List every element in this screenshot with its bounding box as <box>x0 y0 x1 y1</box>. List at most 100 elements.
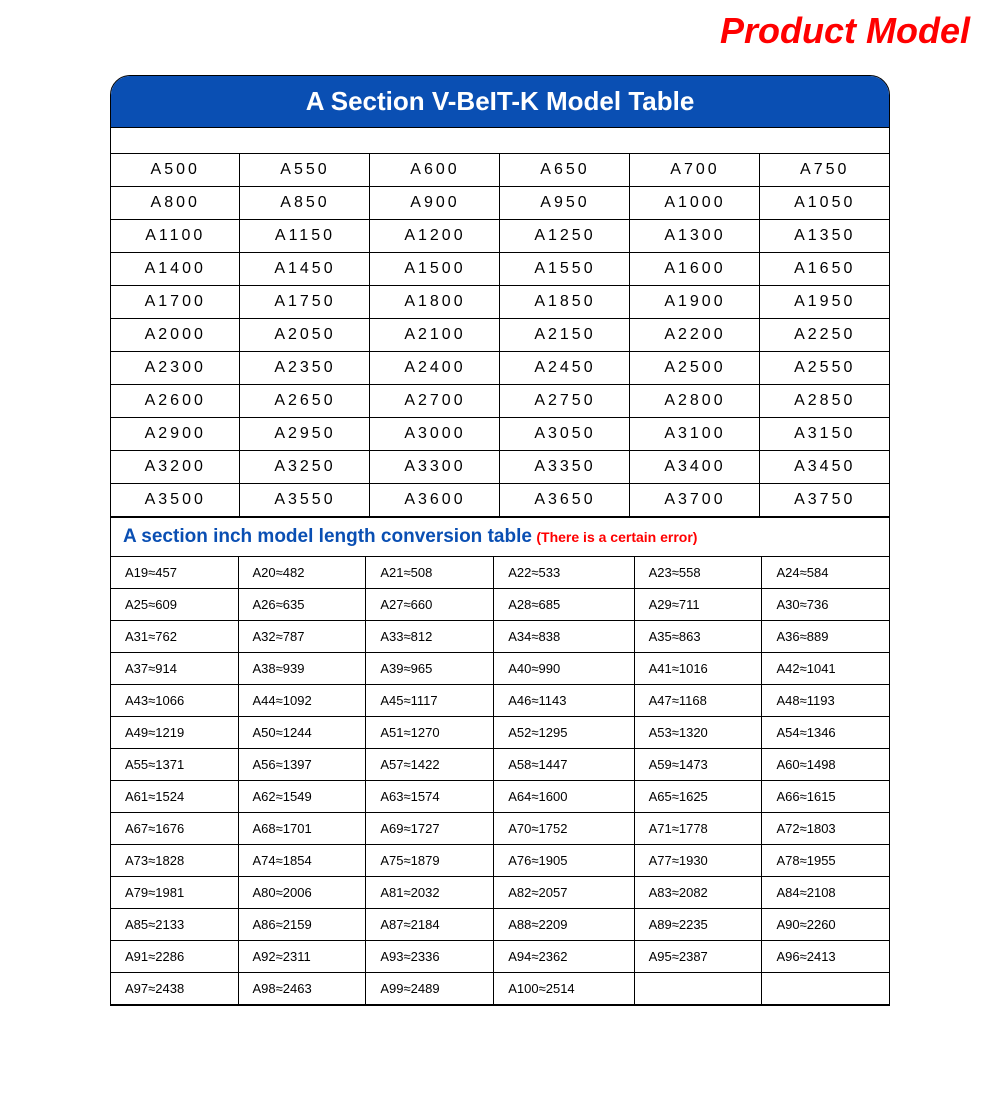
conversion-cell: A70≈1752 <box>494 813 634 845</box>
conversion-cell: A68≈1701 <box>238 813 366 845</box>
model-cell: A3750 <box>760 484 889 517</box>
model-cell: A1100 <box>111 220 240 253</box>
table-row: A800A850A900A950A1000A1050 <box>111 187 889 220</box>
sub-header-note: (There is a certain error) <box>536 529 697 545</box>
conversion-cell: A60≈1498 <box>762 749 889 781</box>
model-cell: A550 <box>240 154 370 187</box>
table-container: A Section V-BeIT-K Model Table A500A550A… <box>110 75 890 1006</box>
model-cell: A750 <box>760 154 889 187</box>
conversion-cell: A30≈736 <box>762 589 889 621</box>
conversion-cell: A54≈1346 <box>762 717 889 749</box>
conversion-cell: A97≈2438 <box>111 973 238 1005</box>
model-cell: A3350 <box>500 451 630 484</box>
conversion-cell: A49≈1219 <box>111 717 238 749</box>
model-cell: A3450 <box>760 451 889 484</box>
conversion-cell: A62≈1549 <box>238 781 366 813</box>
conversion-cell: A44≈1092 <box>238 685 366 717</box>
model-cell: A2650 <box>240 385 370 418</box>
model-cell: A3300 <box>370 451 500 484</box>
model-cell: A2200 <box>630 319 760 352</box>
conversion-cell: A75≈1879 <box>366 845 494 877</box>
model-cell: A2700 <box>370 385 500 418</box>
conversion-cell: A47≈1168 <box>634 685 762 717</box>
model-cell: A2550 <box>760 352 889 385</box>
model-cell: A2500 <box>630 352 760 385</box>
table-row: A2300A2350A2400A2450A2500A2550 <box>111 352 889 385</box>
conversion-cell: A31≈762 <box>111 621 238 653</box>
conversion-cell: A27≈660 <box>366 589 494 621</box>
model-cell: A1150 <box>240 220 370 253</box>
conversion-cell: A45≈1117 <box>366 685 494 717</box>
model-cell: A850 <box>240 187 370 220</box>
sub-header-main: A section inch model length conversion t… <box>123 526 532 547</box>
model-cell: A700 <box>630 154 760 187</box>
conversion-cell: A26≈635 <box>238 589 366 621</box>
conversion-cell: A41≈1016 <box>634 653 762 685</box>
model-cell: A3050 <box>500 418 630 451</box>
conversion-cell <box>762 973 889 1005</box>
conversion-cell: A52≈1295 <box>494 717 634 749</box>
table-row: A97≈2438A98≈2463A99≈2489A100≈2514 <box>111 973 889 1005</box>
conversion-cell: A90≈2260 <box>762 909 889 941</box>
conversion-cell: A85≈2133 <box>111 909 238 941</box>
model-cell: A3650 <box>500 484 630 517</box>
model-cell: A1500 <box>370 253 500 286</box>
table-row: A49≈1219A50≈1244A51≈1270A52≈1295A53≈1320… <box>111 717 889 749</box>
model-cell: A2800 <box>630 385 760 418</box>
model-cell: A1800 <box>370 286 500 319</box>
conversion-cell: A69≈1727 <box>366 813 494 845</box>
table-row: A25≈609A26≈635A27≈660A28≈685A29≈711A30≈7… <box>111 589 889 621</box>
model-cell: A2250 <box>760 319 889 352</box>
conversion-cell: A86≈2159 <box>238 909 366 941</box>
conversion-cell: A95≈2387 <box>634 941 762 973</box>
conversion-sub-header: A section inch model length conversion t… <box>111 517 889 557</box>
model-cell: A2950 <box>240 418 370 451</box>
model-cell: A1300 <box>630 220 760 253</box>
model-cell: A2150 <box>500 319 630 352</box>
conversion-cell: A87≈2184 <box>366 909 494 941</box>
table-row: A3200A3250A3300A3350A3400A3450 <box>111 451 889 484</box>
conversion-cell: A94≈2362 <box>494 941 634 973</box>
conversion-cell: A24≈584 <box>762 557 889 589</box>
conversion-cell: A32≈787 <box>238 621 366 653</box>
conversion-cell: A25≈609 <box>111 589 238 621</box>
conversion-cell: A98≈2463 <box>238 973 366 1005</box>
conversion-cell: A33≈812 <box>366 621 494 653</box>
model-cell: A2900 <box>111 418 240 451</box>
model-cell: A1450 <box>240 253 370 286</box>
conversion-cell: A51≈1270 <box>366 717 494 749</box>
table-row: A85≈2133A86≈2159A87≈2184A88≈2209A89≈2235… <box>111 909 889 941</box>
model-cell: A1600 <box>630 253 760 286</box>
model-cell: A1400 <box>111 253 240 286</box>
conversion-cell: A78≈1955 <box>762 845 889 877</box>
model-cell: A3200 <box>111 451 240 484</box>
model-cell: A1950 <box>760 286 889 319</box>
conversion-cell: A96≈2413 <box>762 941 889 973</box>
conversion-cell: A88≈2209 <box>494 909 634 941</box>
model-cell: A3150 <box>760 418 889 451</box>
model-cell: A600 <box>370 154 500 187</box>
conversion-cell: A36≈889 <box>762 621 889 653</box>
conversion-cell: A93≈2336 <box>366 941 494 973</box>
table-row: A2600A2650A2700A2750A2800A2850 <box>111 385 889 418</box>
model-cell: A1550 <box>500 253 630 286</box>
conversion-cell: A29≈711 <box>634 589 762 621</box>
model-cell: A3550 <box>240 484 370 517</box>
conversion-cell: A38≈939 <box>238 653 366 685</box>
conversion-cell: A64≈1600 <box>494 781 634 813</box>
conversion-cell: A50≈1244 <box>238 717 366 749</box>
table-row: A1400A1450A1500A1550A1600A1650 <box>111 253 889 286</box>
model-table: A500A550A600A650A700A750A800A850A900A950… <box>111 154 889 517</box>
table-row: A67≈1676A68≈1701A69≈1727A70≈1752A71≈1778… <box>111 813 889 845</box>
conversion-cell: A74≈1854 <box>238 845 366 877</box>
conversion-cell: A82≈2057 <box>494 877 634 909</box>
conversion-cell: A84≈2108 <box>762 877 889 909</box>
conversion-cell: A61≈1524 <box>111 781 238 813</box>
conversion-cell: A55≈1371 <box>111 749 238 781</box>
table-row: A2000A2050A2100A2150A2200A2250 <box>111 319 889 352</box>
table-row: A19≈457A20≈482A21≈508A22≈533A23≈558A24≈5… <box>111 557 889 589</box>
model-cell: A3700 <box>630 484 760 517</box>
spacer-row <box>111 128 889 154</box>
model-cell: A2300 <box>111 352 240 385</box>
model-cell: A1700 <box>111 286 240 319</box>
